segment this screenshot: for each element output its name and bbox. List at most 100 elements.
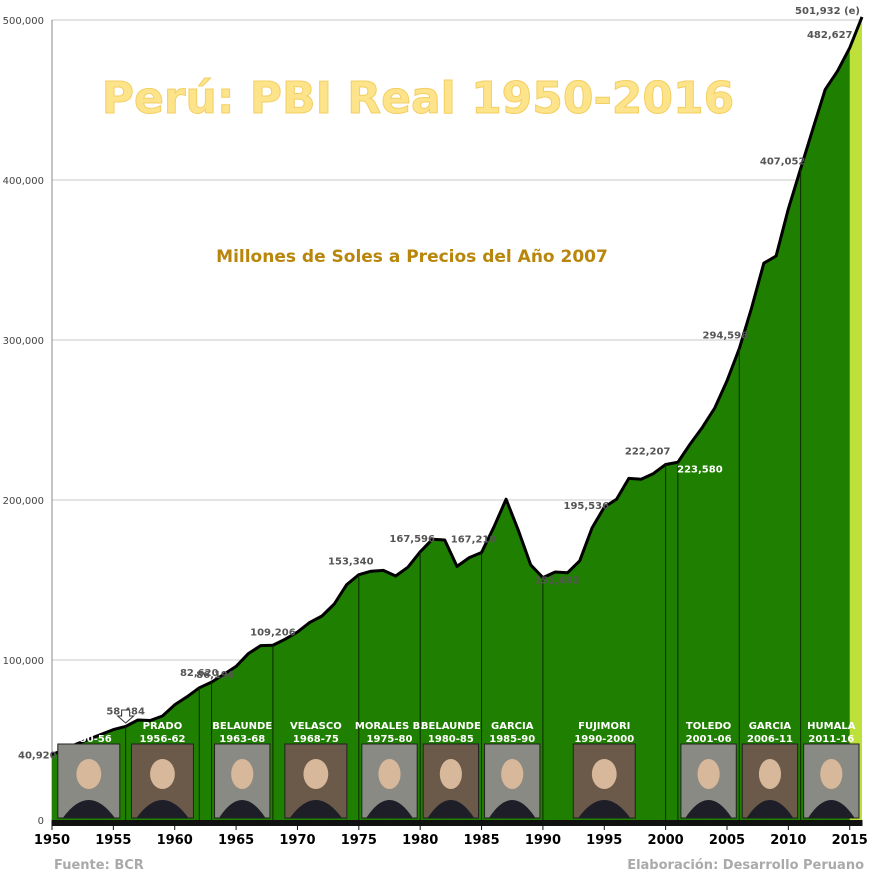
- x-tick-label: 2010: [770, 833, 806, 848]
- portrait-body: [136, 800, 189, 818]
- portrait-face: [378, 759, 401, 789]
- x-tick-label: 1990: [525, 833, 561, 848]
- data-label: 109,206: [250, 627, 296, 638]
- area-series: [51, 16, 864, 820]
- president-labels: ODRIA 1950-56 PRADO 1956-62 BELAUNDE 1963-68 V…: [66, 721, 856, 745]
- arrow-down-icon: [116, 709, 135, 724]
- president-name: HUMALA: [807, 721, 856, 732]
- president-portrait: [572, 743, 636, 819]
- president-name: BELAUNDE: [212, 721, 272, 732]
- data-labels: 40,92058,48482,62086,196109,206153,34016…: [18, 6, 860, 762]
- president-portrait: [284, 743, 348, 819]
- y-tick-label: 300,000: [3, 336, 44, 347]
- portrait-face: [76, 759, 102, 789]
- president-term: 2001-06: [686, 734, 732, 745]
- portrait-body: [62, 800, 115, 818]
- president-name: VELASCO: [290, 721, 342, 732]
- portrait-body: [427, 800, 475, 818]
- data-label: 82,620: [180, 668, 219, 679]
- president-portrait: [741, 743, 799, 819]
- x-tick-label: 1980: [402, 833, 438, 848]
- portrait-body: [578, 800, 631, 818]
- y-tick-label: 500,000: [3, 16, 44, 27]
- portrait-face: [697, 759, 720, 789]
- president-name: FUJIMORI: [578, 721, 630, 732]
- president-portrait: [484, 743, 541, 819]
- gridlines: [51, 19, 862, 820]
- president-name: GARCIA: [749, 721, 792, 732]
- x-axis: 1950 1955 1960 1965 1970 1975 1980 1985 1990 1995…: [34, 820, 868, 848]
- portrait-body: [488, 800, 536, 818]
- term-boundaries: [125, 168, 802, 820]
- president-term: 1975-80: [367, 734, 413, 745]
- president-term: 1950-56: [66, 734, 112, 745]
- president-name: BELAUNDE: [421, 721, 481, 732]
- portrait-body: [289, 800, 342, 818]
- portrait-face: [439, 759, 462, 789]
- chart-title: Perú: PBI Real 1950-2016: [102, 73, 735, 124]
- x-tick-label: 1970: [279, 833, 315, 848]
- data-label: 86,196: [196, 670, 235, 681]
- president-portrait: [214, 743, 271, 819]
- data-label: 167,596: [389, 534, 435, 545]
- president-term: 1985-90: [489, 734, 535, 745]
- footer-source: Fuente: BCR: [54, 858, 144, 873]
- x-tick-label: 1975: [341, 833, 377, 848]
- portrait-body: [218, 800, 266, 818]
- portrait-face: [501, 759, 524, 789]
- portrait-body: [808, 800, 855, 818]
- president-portrait: [130, 743, 194, 819]
- president-portrait: [422, 743, 480, 819]
- portrait-body: [366, 800, 413, 818]
- president-term: 1963-68: [219, 734, 265, 745]
- president-term: 1968-75: [293, 734, 339, 745]
- x-tick-label: 1950: [34, 833, 70, 848]
- x-tick-label: 2005: [709, 833, 745, 848]
- president-portrait: [803, 743, 860, 819]
- series-line: [51, 16, 864, 756]
- x-tick-label: 1960: [157, 833, 193, 848]
- president-name: GARCIA: [491, 721, 534, 732]
- president-term: 1980-85: [428, 734, 474, 745]
- y-tick-label: 400,000: [3, 176, 44, 187]
- portrait-face: [303, 759, 329, 789]
- president-portraits: [57, 743, 860, 819]
- president-name: TOLEDO: [686, 721, 731, 732]
- data-label: 294,598: [702, 331, 748, 342]
- data-label: 195,536: [563, 501, 609, 512]
- president-term: 2006-11: [747, 734, 793, 745]
- x-tick-label: 1955: [95, 833, 131, 848]
- y-tick-label: 200,000: [3, 496, 44, 507]
- footer-credit: Elaboración: Desarrollo Peruano: [627, 858, 864, 873]
- x-tick-label: 1995: [586, 833, 622, 848]
- portrait-face: [820, 759, 843, 789]
- x-tick-label: 2000: [648, 833, 684, 848]
- area-fill: [52, 16, 862, 820]
- portrait-face: [591, 759, 617, 789]
- portrait-face: [758, 759, 782, 789]
- president-term: 2011-16: [808, 734, 854, 745]
- portrait-body: [746, 800, 794, 818]
- president-portrait: [680, 743, 737, 819]
- data-label: 151,492: [534, 576, 580, 587]
- president-portrait: [57, 743, 121, 819]
- chart-subtitle: Millones de Soles a Precios del Año 2007: [216, 247, 608, 267]
- x-tick-label: 1985: [463, 833, 499, 848]
- president-portrait: [361, 743, 418, 819]
- portrait-body: [685, 800, 732, 818]
- y-tick-label: 100,000: [3, 656, 44, 667]
- x-tick-label: 2015: [832, 833, 868, 848]
- estimate-band: [849, 16, 862, 820]
- president-name: PRADO: [143, 721, 183, 732]
- y-axis-ticks: 0 100,000 200,000 300,000 400,000 500,000: [3, 16, 44, 827]
- president-term: 1956-62: [140, 734, 186, 745]
- president-name: MORALES B.: [355, 721, 424, 732]
- y-tick-label: 0: [38, 816, 44, 827]
- portrait-face: [150, 759, 175, 789]
- data-label: 222,207: [625, 446, 671, 457]
- president-term: 1990-2000: [574, 734, 634, 745]
- data-label: 223,580: [677, 464, 723, 475]
- data-label: 501,932 (e): [795, 6, 860, 17]
- data-label: 482,627: [807, 30, 853, 41]
